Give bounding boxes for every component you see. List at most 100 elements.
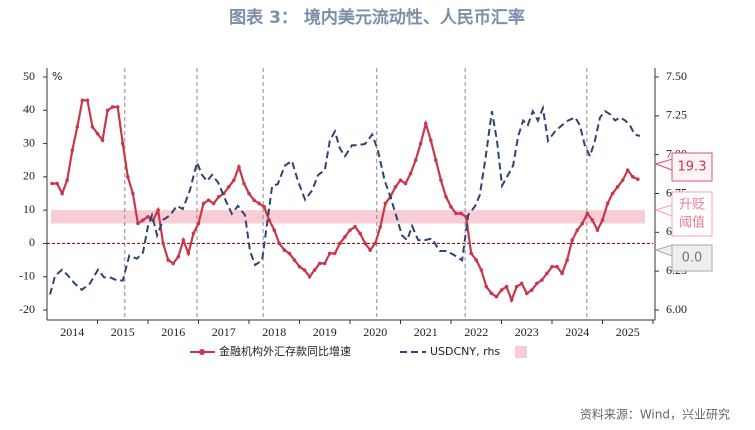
callout-pointer [654, 204, 673, 217]
series-line [52, 99, 639, 304]
series-dot [146, 215, 150, 219]
series-dot [312, 268, 317, 272]
series-dot [55, 181, 59, 186]
series-dot [378, 224, 383, 229]
series-dot [570, 238, 574, 242]
series-dot [519, 281, 524, 286]
series-dot [429, 138, 433, 143]
series-dot [383, 201, 388, 206]
series-dot [252, 198, 256, 202]
series-dot [398, 178, 403, 182]
series-dot [257, 201, 261, 206]
series-dot [580, 221, 585, 226]
series-dot [625, 168, 630, 172]
series-dot [545, 271, 549, 276]
series-dot [181, 238, 186, 242]
series-dot [176, 254, 181, 259]
series-dot [393, 185, 398, 189]
series-dot [373, 241, 378, 246]
chart-title: 图表 3： 境内美元流动性、人民币汇率 [229, 7, 525, 28]
callout-text: 0.0 [682, 251, 703, 266]
callout-box [671, 191, 713, 237]
series-dot [434, 158, 438, 163]
legend-swatch [199, 349, 205, 355]
series-dot [444, 195, 448, 199]
series-dot [631, 175, 635, 179]
y-unit: % [52, 70, 62, 83]
series-dot [595, 228, 600, 232]
series-dot [600, 218, 605, 222]
series-dot [191, 231, 196, 236]
series-dot [343, 234, 347, 239]
series-dot [348, 228, 352, 232]
series-dot [95, 131, 100, 136]
series-dot [555, 264, 559, 269]
series-dot [535, 281, 539, 286]
series-dot [287, 251, 292, 256]
series-dot [247, 191, 251, 196]
series-dot [156, 208, 160, 212]
callout-pointer [654, 244, 673, 257]
series-dot [423, 121, 428, 126]
series-dot [408, 171, 413, 176]
series-dot [368, 248, 373, 252]
series-line [49, 104, 641, 295]
series-dot [131, 191, 135, 196]
series-dot [272, 228, 277, 232]
y-tick-label: 0 [29, 235, 35, 249]
series-dot [358, 231, 362, 236]
series-dot [75, 125, 80, 129]
series-dot [120, 141, 125, 146]
series-dot [590, 218, 595, 222]
legend-label: USDCNY, rhs [430, 345, 500, 358]
y2-tick-label: 7.50 [666, 69, 687, 83]
series-dot [126, 175, 130, 179]
series-dot [459, 211, 463, 216]
series-dot [297, 264, 302, 269]
series-dot [439, 178, 443, 182]
series-dot [85, 98, 90, 103]
x-tick-label: 2017 [212, 325, 236, 339]
x-tick-label: 2016 [161, 325, 185, 339]
series-dot [363, 241, 367, 246]
callout-text: 阈值 [679, 215, 705, 231]
x-tick-label: 2020 [363, 325, 387, 339]
series-dot [322, 261, 327, 266]
series-dot [262, 205, 266, 209]
x-tick-label: 2024 [565, 325, 589, 339]
series-dot [237, 165, 241, 169]
series-dot [620, 178, 625, 182]
series-dot [615, 185, 620, 189]
series-dot [575, 228, 580, 232]
series-dot [338, 241, 342, 246]
series-dot [50, 181, 54, 186]
x-tick-label: 2022 [464, 325, 488, 339]
series-dot [232, 178, 236, 182]
series-dot [469, 251, 474, 256]
x-tick-label: 2025 [616, 325, 640, 339]
series-dot [328, 251, 332, 256]
series-dot [70, 148, 75, 153]
series-dot [403, 181, 408, 186]
series-dot [449, 205, 453, 209]
series-dot [105, 108, 110, 113]
series-dot [474, 258, 479, 262]
x-tick-label: 2014 [60, 325, 84, 339]
series-dot [206, 198, 211, 202]
series-dot [499, 288, 504, 292]
x-tick-label: 2015 [111, 325, 135, 339]
series-dot [550, 264, 554, 269]
series-dot [307, 274, 312, 279]
y-tick-label: 30 [23, 135, 35, 149]
x-tick-label: 2023 [515, 325, 539, 339]
series-dot [186, 251, 191, 256]
series-dot [509, 298, 514, 302]
y-tick-label: 40 [23, 102, 35, 116]
series-dot [141, 218, 145, 222]
series-dot [302, 268, 307, 272]
x-tick-label: 2019 [313, 325, 337, 339]
series-dot [282, 248, 287, 252]
series-dot [292, 258, 297, 262]
series-dot [585, 211, 590, 216]
